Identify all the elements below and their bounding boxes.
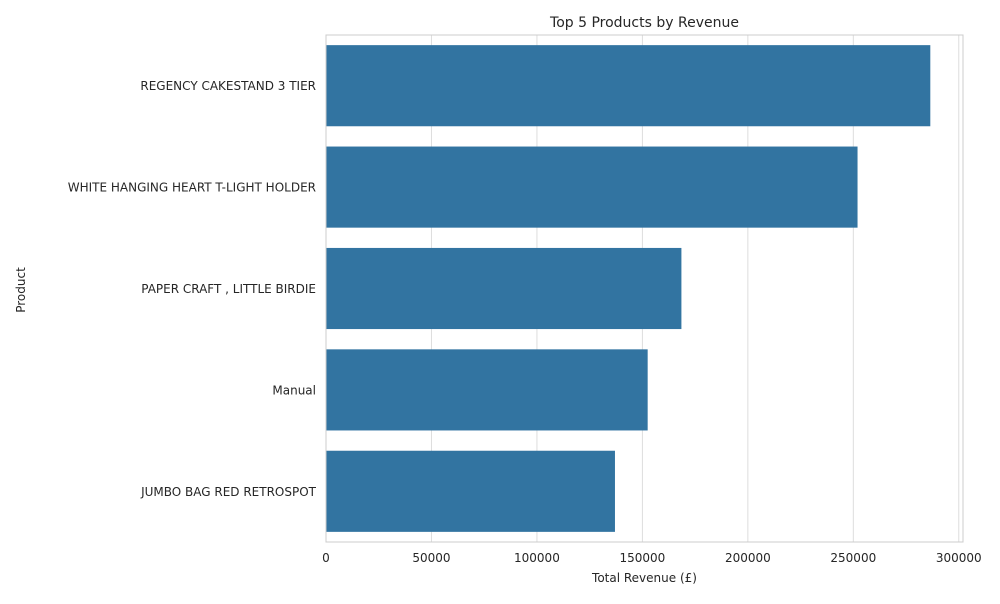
chart-title: Top 5 Products by Revenue [549, 15, 739, 31]
x-tick-label-5: 250000 [830, 551, 876, 565]
y-tick-label-2: PAPER CRAFT , LITTLE BIRDIE [141, 282, 316, 296]
bar-0 [326, 45, 931, 127]
y-tick-label-0: REGENCY CAKESTAND 3 TIER [140, 79, 316, 93]
x-axis-label: Total Revenue (£) [591, 571, 697, 585]
plot-frame [325, 34, 964, 543]
x-tick-label-4: 200000 [725, 551, 771, 565]
y-axis-label: Product [14, 267, 28, 313]
x-tick-labels: 0 50000 100000 150000 200000 250000 300000 [322, 551, 982, 565]
bars [326, 45, 931, 532]
y-tick-label-4: JUMBO BAG RED RETROSPOT [140, 485, 317, 499]
x-tick-label-0: 0 [322, 551, 330, 565]
x-tick-label-2: 100000 [514, 551, 560, 565]
x-tick-label-3: 150000 [619, 551, 665, 565]
bar-2 [326, 247, 682, 330]
bar-4 [326, 450, 615, 532]
bar-1 [326, 146, 858, 228]
x-tick-label-1: 50000 [412, 551, 450, 565]
y-tick-label-1: WHITE HANGING HEART T-LIGHT HOLDER [68, 181, 316, 195]
y-tick-label-3: Manual [272, 383, 316, 397]
plot-border [325, 34, 964, 543]
bar-3 [326, 349, 648, 431]
y-tick-labels: REGENCY CAKESTAND 3 TIER WHITE HANGING HE… [68, 79, 317, 499]
x-tick-label-6: 300000 [936, 551, 982, 565]
